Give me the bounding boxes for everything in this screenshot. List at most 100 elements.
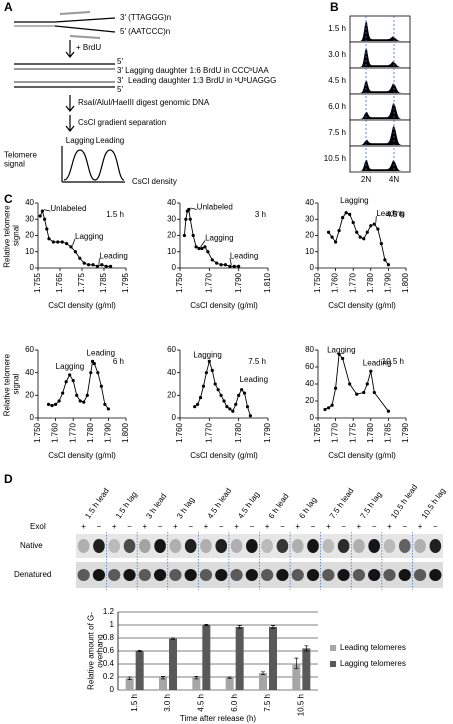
spot xyxy=(123,539,136,553)
point xyxy=(344,211,348,215)
point xyxy=(232,264,236,268)
point xyxy=(203,245,207,249)
point xyxy=(46,402,51,406)
x-tick-label: 1.770 xyxy=(204,272,213,293)
y-tick-label: 10 xyxy=(167,247,176,256)
point xyxy=(215,261,219,265)
error-bar xyxy=(271,625,275,629)
spot xyxy=(200,539,212,553)
plot-ylabel: Telomere signal xyxy=(4,151,39,169)
y-tick-label: 0.6 xyxy=(103,646,115,655)
y-label: Relative telomere signal xyxy=(3,352,21,416)
point xyxy=(369,369,373,373)
spot xyxy=(414,539,426,553)
histogram-box xyxy=(349,15,411,43)
point xyxy=(242,391,247,395)
arrow xyxy=(43,209,51,212)
error-bar xyxy=(294,657,299,669)
point xyxy=(106,407,110,411)
time-label: 10.5 h xyxy=(382,357,404,366)
histogram-box xyxy=(349,67,411,95)
x-tick-label: 1.800 xyxy=(401,272,410,293)
plot-xlabel: CsCl density xyxy=(132,177,177,186)
spot xyxy=(184,539,197,553)
spot xyxy=(383,569,396,581)
spot xyxy=(429,539,442,553)
point xyxy=(73,250,77,254)
x-tick-label: 1.5 h xyxy=(130,694,139,712)
point xyxy=(337,229,341,233)
text-line: overhang xyxy=(96,634,105,667)
annotation: Leading xyxy=(99,251,127,260)
spot xyxy=(368,539,380,553)
bar xyxy=(235,626,244,690)
bar xyxy=(269,626,277,690)
x-tick-label: 1.780 xyxy=(366,422,375,443)
lane-label: 6 h lead xyxy=(267,492,291,520)
spot xyxy=(306,569,320,581)
lane-label: 4.5 h lag xyxy=(236,490,261,520)
ploidy-label: 2N xyxy=(361,175,371,184)
point xyxy=(64,380,68,384)
spot xyxy=(230,539,243,553)
exo-sign: − xyxy=(97,522,102,531)
point xyxy=(196,402,200,406)
blot xyxy=(76,532,443,590)
arrow xyxy=(229,258,232,265)
exo-sign: + xyxy=(418,522,423,531)
exo-sign: − xyxy=(250,522,255,531)
spot xyxy=(169,539,182,553)
x-tick-label: 1.765 xyxy=(313,422,322,443)
point xyxy=(237,264,241,268)
point xyxy=(365,230,369,234)
x-tick-label: 1.770 xyxy=(348,272,357,293)
point xyxy=(213,382,217,386)
exo-sign: − xyxy=(158,522,163,531)
histogram xyxy=(351,48,409,67)
point xyxy=(231,409,235,413)
y-tick-label: 0 xyxy=(172,413,177,422)
point xyxy=(78,399,82,403)
error-bar xyxy=(227,676,232,679)
x-tick-label: 6.0 h xyxy=(230,694,239,712)
point xyxy=(89,371,93,375)
x-tick-label: 1.760 xyxy=(175,422,184,443)
point xyxy=(60,240,64,244)
error-bar xyxy=(261,671,265,675)
strand-end: 5′ xyxy=(117,57,123,66)
point xyxy=(376,227,380,231)
spot xyxy=(337,569,350,581)
histogram-box xyxy=(349,119,411,147)
spot xyxy=(215,539,228,553)
point xyxy=(223,263,228,267)
y-tick-label: 1 xyxy=(110,620,115,629)
panel-label: A xyxy=(4,0,13,14)
point xyxy=(225,405,229,409)
point xyxy=(82,261,86,265)
y-tick-label: 30 xyxy=(305,214,314,223)
y-tick-label: 10 xyxy=(25,247,34,256)
y-tick-label: 40 xyxy=(167,198,176,207)
point xyxy=(206,250,210,254)
point xyxy=(210,368,214,372)
point xyxy=(348,212,352,216)
point xyxy=(109,264,113,268)
spot xyxy=(352,569,366,581)
y-tick-label: 20 xyxy=(25,390,34,399)
y-tick-label: 0 xyxy=(310,263,315,272)
exo-sign: + xyxy=(112,522,117,531)
x-tick-label: 1.770 xyxy=(68,422,77,443)
x-tick-label: 1.790 xyxy=(104,422,113,443)
spot xyxy=(138,569,151,581)
point xyxy=(219,263,223,267)
x-label: CsCl density (g/ml) xyxy=(48,451,116,460)
point xyxy=(372,390,376,395)
x-tick-label: 1.810 xyxy=(263,272,272,293)
strand-label: 3′ (TTAGGG)n xyxy=(120,13,171,22)
x-tick-label: 1.770 xyxy=(204,422,213,443)
point xyxy=(91,263,95,267)
point xyxy=(362,237,366,241)
histogram xyxy=(351,21,409,41)
point xyxy=(187,207,191,212)
